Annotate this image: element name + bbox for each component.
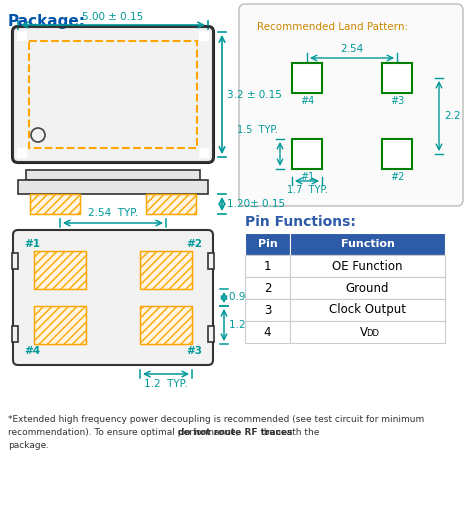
Text: Clock Output: Clock Output <box>329 303 406 316</box>
Text: 2.54  TYP.: 2.54 TYP. <box>88 208 138 218</box>
Text: #4: #4 <box>24 346 40 356</box>
Bar <box>208 326 214 342</box>
Text: 2.54: 2.54 <box>340 44 364 54</box>
Bar <box>34 306 86 344</box>
Bar <box>140 306 192 344</box>
Text: 3.2 ± 0.15: 3.2 ± 0.15 <box>227 89 282 100</box>
Text: Function: Function <box>340 239 394 249</box>
Text: #1: #1 <box>300 172 314 182</box>
Text: 5.00 ± 0.15: 5.00 ± 0.15 <box>82 12 144 22</box>
Text: *Extended high frequency power decoupling is recommended (see test circuit for m: *Extended high frequency power decouplin… <box>8 415 424 424</box>
Text: OE Function: OE Function <box>332 259 403 272</box>
Text: Pin Functions:: Pin Functions: <box>245 215 356 229</box>
Text: Recommended Land Pattern:: Recommended Land Pattern: <box>257 22 408 32</box>
Bar <box>208 253 214 269</box>
Text: #2: #2 <box>186 239 202 249</box>
Text: 4: 4 <box>264 326 271 338</box>
Bar <box>140 251 192 289</box>
Text: 0.9  TYP.: 0.9 TYP. <box>229 292 272 303</box>
Text: #1: #1 <box>24 239 40 249</box>
Bar <box>30 194 80 214</box>
Bar <box>245 321 290 343</box>
Text: 1.5  TYP.: 1.5 TYP. <box>237 125 278 135</box>
Bar <box>17 31 27 41</box>
Bar <box>290 255 445 277</box>
Text: 2.2: 2.2 <box>444 111 461 121</box>
Bar <box>199 148 209 158</box>
Text: do not route RF traces: do not route RF traces <box>179 428 293 437</box>
Text: #2: #2 <box>390 172 404 182</box>
Text: #3: #3 <box>390 96 404 106</box>
Text: DD: DD <box>366 329 379 338</box>
Text: 1.2  TYP.: 1.2 TYP. <box>229 320 272 330</box>
Bar <box>245 277 290 299</box>
Bar <box>382 139 412 169</box>
Text: 1.2  TYP.: 1.2 TYP. <box>144 379 188 389</box>
Text: Package:: Package: <box>8 14 86 29</box>
Bar <box>34 306 86 344</box>
Bar <box>292 139 322 169</box>
Bar <box>245 233 290 255</box>
Bar <box>26 170 200 180</box>
Text: Pin: Pin <box>258 239 278 249</box>
Text: 1.20± 0.15: 1.20± 0.15 <box>227 199 285 209</box>
Text: 1: 1 <box>264 259 271 272</box>
Text: recommendation). To ensure optimal performance,: recommendation). To ensure optimal perfo… <box>8 428 241 437</box>
Bar <box>17 148 27 158</box>
Text: 1.7  TYP.: 1.7 TYP. <box>286 185 327 195</box>
Bar <box>140 306 192 344</box>
FancyBboxPatch shape <box>239 4 463 206</box>
Bar <box>29 41 197 148</box>
Bar <box>146 194 196 214</box>
Bar <box>199 31 209 41</box>
Bar <box>290 321 445 343</box>
FancyBboxPatch shape <box>13 230 213 365</box>
Bar <box>292 63 322 93</box>
Text: #3: #3 <box>186 346 202 356</box>
Bar <box>34 251 86 289</box>
Bar <box>12 253 18 269</box>
Bar <box>12 326 18 342</box>
Text: 3: 3 <box>264 303 271 316</box>
Bar <box>18 180 208 194</box>
Text: Ground: Ground <box>346 281 389 294</box>
Bar <box>290 233 445 255</box>
Text: beneath the: beneath the <box>261 428 319 437</box>
Bar <box>30 194 80 214</box>
Text: V: V <box>359 326 367 338</box>
Text: package.: package. <box>8 441 49 450</box>
Text: #4: #4 <box>300 96 314 106</box>
Bar <box>290 299 445 321</box>
Bar <box>245 255 290 277</box>
Bar <box>245 299 290 321</box>
Bar <box>140 251 192 289</box>
Bar <box>146 194 196 214</box>
Bar <box>382 63 412 93</box>
Bar <box>34 251 86 289</box>
FancyBboxPatch shape <box>12 26 214 163</box>
Bar <box>290 277 445 299</box>
Text: 2: 2 <box>264 281 271 294</box>
